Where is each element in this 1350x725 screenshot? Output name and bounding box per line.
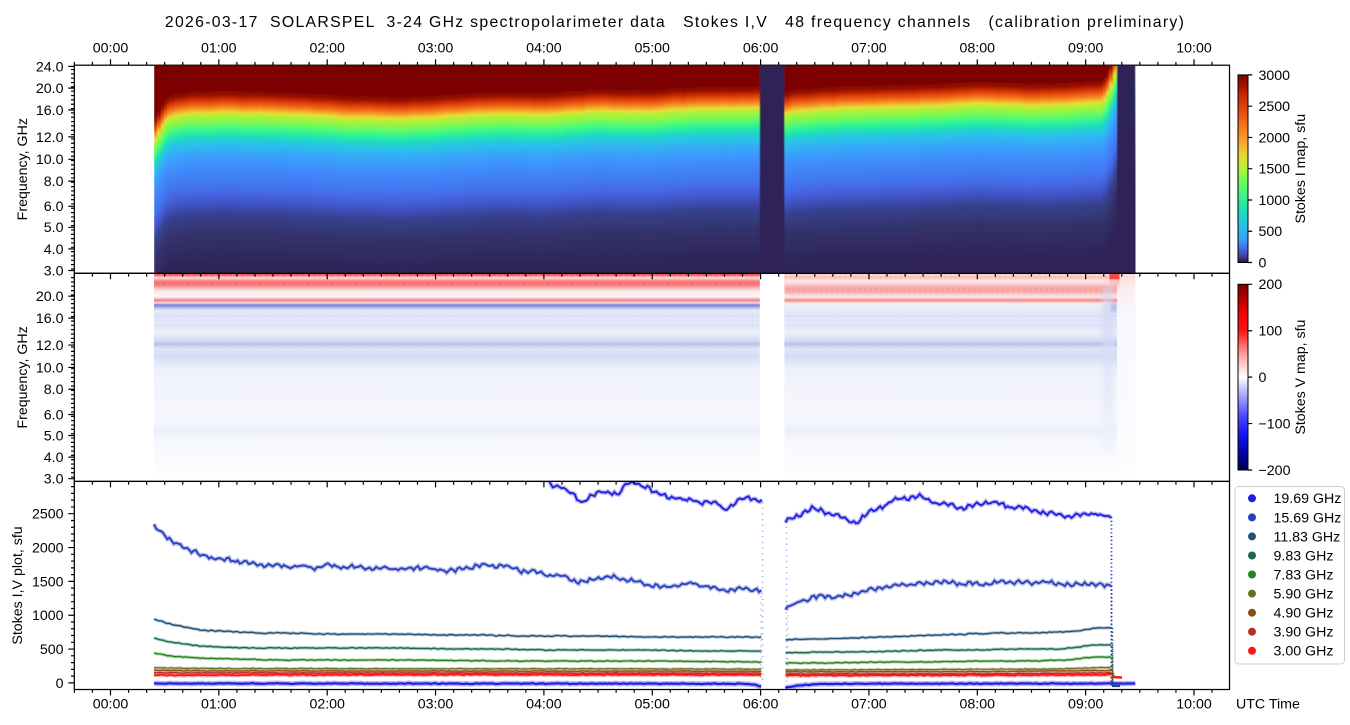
svg-text:19.69 GHz: 19.69 GHz <box>1274 491 1342 507</box>
svg-text:03:00: 03:00 <box>418 40 454 56</box>
svg-text:2500: 2500 <box>1259 99 1291 115</box>
svg-text:10.0: 10.0 <box>36 360 64 376</box>
svg-text:1000: 1000 <box>32 608 64 624</box>
svg-text:05:00: 05:00 <box>634 40 670 56</box>
svg-text:02:00: 02:00 <box>309 697 345 713</box>
svg-text:10:00: 10:00 <box>1176 40 1212 56</box>
svg-text:3.00 GHz: 3.00 GHz <box>1274 644 1334 660</box>
svg-text:500: 500 <box>40 642 64 658</box>
svg-text:UTC Time: UTC Time <box>1236 697 1300 713</box>
svg-text:24.0: 24.0 <box>36 59 64 75</box>
svg-text:10:00: 10:00 <box>1176 697 1212 713</box>
svg-text:4.0: 4.0 <box>44 450 64 466</box>
svg-text:5.0: 5.0 <box>44 220 64 236</box>
svg-text:2000: 2000 <box>1259 130 1291 146</box>
svg-text:01:00: 01:00 <box>201 40 237 56</box>
svg-text:0: 0 <box>1259 255 1267 271</box>
svg-text:5.0: 5.0 <box>44 428 64 444</box>
svg-text:00:00: 00:00 <box>93 697 129 713</box>
svg-text:3000: 3000 <box>1259 68 1291 84</box>
svg-text:12.0: 12.0 <box>36 338 64 354</box>
svg-text:1500: 1500 <box>1259 162 1291 178</box>
svg-text:15.69 GHz: 15.69 GHz <box>1274 510 1342 526</box>
svg-text:09:00: 09:00 <box>1068 40 1104 56</box>
svg-text:200: 200 <box>1259 277 1283 293</box>
svg-text:08:00: 08:00 <box>960 697 996 713</box>
svg-text:4.90 GHz: 4.90 GHz <box>1274 606 1334 622</box>
svg-text:20.0: 20.0 <box>36 289 64 305</box>
svg-text:3.0: 3.0 <box>44 263 64 279</box>
svg-text:500: 500 <box>1259 224 1283 240</box>
svg-text:−100: −100 <box>1259 417 1291 433</box>
svg-text:5.90 GHz: 5.90 GHz <box>1274 587 1334 603</box>
svg-text:Frequency, GHz: Frequency, GHz <box>15 326 31 428</box>
svg-text:12.0: 12.0 <box>36 130 64 146</box>
svg-text:20.0: 20.0 <box>36 81 64 97</box>
svg-text:Stokes I map, sfu: Stokes I map, sfu <box>1293 114 1309 224</box>
svg-text:2026-03-17 SOLARSPEL 3-24 GH: 2026-03-17 SOLARSPEL 3-24 GHz spectropol… <box>165 14 1185 31</box>
svg-text:8.0: 8.0 <box>44 382 64 398</box>
svg-text:6.0: 6.0 <box>44 407 64 423</box>
svg-text:16.0: 16.0 <box>36 103 64 119</box>
svg-text:07:00: 07:00 <box>851 697 887 713</box>
svg-text:02:00: 02:00 <box>309 40 345 56</box>
svg-text:Stokes I,V plot, sfu: Stokes I,V plot, sfu <box>10 526 26 644</box>
svg-text:04:00: 04:00 <box>526 40 562 56</box>
svg-text:04:00: 04:00 <box>526 697 562 713</box>
svg-text:01:00: 01:00 <box>201 697 237 713</box>
svg-text:8.0: 8.0 <box>44 174 64 190</box>
svg-text:00:00: 00:00 <box>93 40 129 56</box>
svg-text:Frequency, GHz: Frequency, GHz <box>15 118 31 220</box>
svg-text:3.0: 3.0 <box>44 472 64 488</box>
svg-text:06:00: 06:00 <box>743 40 779 56</box>
svg-text:07:00: 07:00 <box>851 40 887 56</box>
svg-text:6.0: 6.0 <box>44 199 64 215</box>
svg-text:3.90 GHz: 3.90 GHz <box>1274 625 1334 641</box>
svg-text:Stokes V map, sfu: Stokes V map, sfu <box>1293 320 1309 435</box>
svg-text:11.83 GHz: 11.83 GHz <box>1274 529 1341 545</box>
svg-text:0: 0 <box>56 676 64 692</box>
svg-text:16.0: 16.0 <box>36 311 64 327</box>
svg-text:06:00: 06:00 <box>743 697 779 713</box>
svg-text:9.83 GHz: 9.83 GHz <box>1274 548 1334 564</box>
svg-text:05:00: 05:00 <box>634 697 670 713</box>
svg-text:−200: −200 <box>1259 463 1291 479</box>
svg-text:100: 100 <box>1259 324 1283 340</box>
svg-text:03:00: 03:00 <box>418 697 454 713</box>
svg-text:4.0: 4.0 <box>44 242 64 258</box>
svg-text:09:00: 09:00 <box>1068 697 1104 713</box>
svg-text:2500: 2500 <box>32 507 64 523</box>
svg-text:1500: 1500 <box>32 574 64 590</box>
svg-text:1000: 1000 <box>1259 193 1291 209</box>
svg-text:7.83 GHz: 7.83 GHz <box>1274 567 1334 583</box>
svg-text:08:00: 08:00 <box>960 40 996 56</box>
svg-text:0: 0 <box>1259 370 1267 386</box>
svg-text:10.0: 10.0 <box>36 152 64 168</box>
svg-text:2000: 2000 <box>32 540 64 556</box>
